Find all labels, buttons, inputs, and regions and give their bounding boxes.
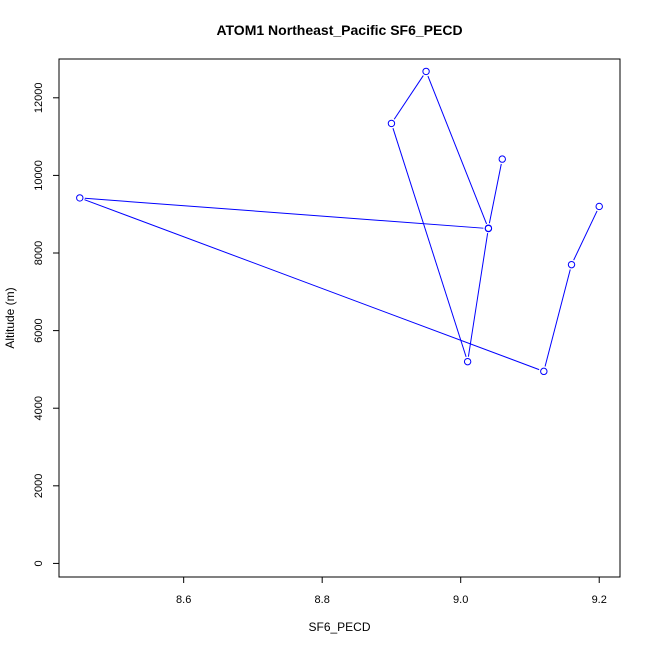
y-axis-label: Altitude (m): [3, 287, 17, 348]
data-point: [484, 224, 493, 232]
y-tick-label: 0: [33, 560, 45, 566]
data-point: [463, 357, 472, 366]
x-tick-label: 8.8: [315, 594, 330, 606]
series-line-segment: [488, 163, 502, 224]
y-tick-label: 12000: [33, 83, 45, 114]
series-line-segment: [573, 210, 598, 261]
series-line-segment: [393, 75, 424, 120]
data-point: [498, 155, 506, 163]
series-layer: [76, 67, 603, 376]
series-line-segment: [427, 75, 488, 225]
y-tick-label: 6000: [33, 318, 45, 342]
data-point: [387, 119, 396, 128]
data-point: [595, 202, 603, 211]
series-line-segment: [467, 233, 489, 357]
x-tick-label: 8.6: [176, 594, 191, 606]
x-tick-label: 9.2: [592, 594, 607, 606]
series-line-segment: [84, 197, 484, 229]
y-tick-label: 2000: [33, 474, 45, 498]
data-point: [540, 367, 548, 376]
series-line-segment: [544, 269, 571, 367]
series-line-segment: [392, 128, 467, 358]
data-point: [422, 67, 430, 76]
data-point: [76, 194, 84, 202]
series-line-segment: [84, 199, 540, 371]
x-axis-label: SF6_PECD: [308, 620, 370, 634]
y-tick-label: 4000: [33, 396, 45, 420]
x-axis: 8.6 8.8 9.0 9.2: [176, 577, 607, 606]
chart-title: ATOM1 Northeast_Pacific SF6_PECD: [216, 22, 462, 38]
data-point: [567, 260, 576, 269]
y-axis: 0 2000 4000 6000 8000 10000 12000: [33, 83, 59, 566]
plot-area-frame: [58, 58, 621, 578]
y-tick-label: 8000: [33, 241, 45, 265]
y-tick-label: 10000: [33, 160, 45, 191]
x-tick-label: 9.0: [453, 594, 468, 606]
